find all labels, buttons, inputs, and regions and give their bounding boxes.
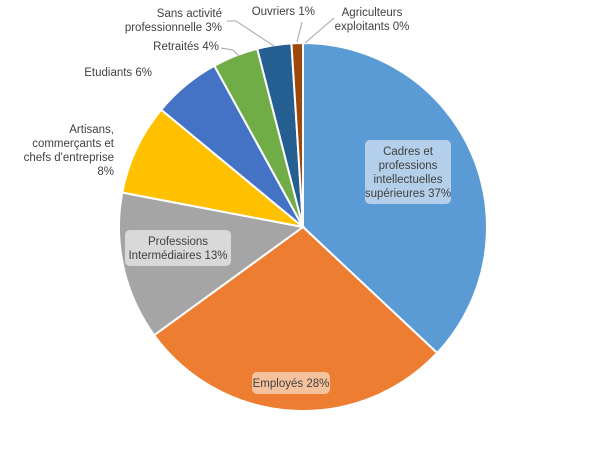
slice-label-line: professionnelle 3% <box>125 22 222 34</box>
pie-slices <box>118 41 488 412</box>
leader-line-sans-activite <box>227 20 275 47</box>
slice-label-line: Retraités 4% <box>153 41 219 53</box>
slice-label-ouvriers-1: Ouvriers 1% <box>252 6 315 18</box>
slice-label-retraites-4: Retraités 4% <box>153 41 219 53</box>
slice-label-line: 8% <box>97 166 114 178</box>
leader-line-ouvriers-1 <box>296 21 303 43</box>
slice-label-line: Professions <box>148 236 208 248</box>
slice-label-line: exploitants 0% <box>335 21 410 33</box>
leader-lines <box>220 17 335 57</box>
slice-label-line: Sans activité <box>157 8 222 20</box>
label-box-employes-28 <box>252 372 330 394</box>
slice-label-line: intellectuelles <box>373 174 442 186</box>
slice-label-line: Cadres et <box>383 146 434 158</box>
slice-label-artisans: Artisans, commerçants et chefs d'entrepris… <box>24 124 115 178</box>
slice-label-line: supérieures 37% <box>365 188 451 200</box>
slice-label-line: Etudiants 6% <box>84 67 152 79</box>
slice-label-sans-activite: Sans activité professionnelle 3% <box>125 8 222 34</box>
leader-line-agriculteurs <box>304 17 335 44</box>
slice-label-line: Agriculteurs <box>342 7 403 19</box>
label-box-professions <box>125 230 231 266</box>
slice-label-etudiants-6: Etudiants 6% <box>84 67 152 79</box>
slice-label-line: chefs d'entreprise <box>24 152 114 164</box>
slice-label-line: Intermédiaires 13% <box>128 250 227 262</box>
slice-label-employes-28: Employés 28% <box>253 378 330 390</box>
slice-label-line: Ouvriers 1% <box>252 6 315 18</box>
pie-slice-ouvriers-1 <box>290 41 304 228</box>
pie-slice-artisans <box>121 108 304 228</box>
slice-label-professions: Professions Intermédiaires 13% <box>128 236 227 262</box>
slice-labels: Cadres et professions intellectuelles supér… <box>24 6 451 394</box>
slice-label-line: Employés 28% <box>253 378 330 390</box>
label-box-cadres-et <box>365 140 451 204</box>
slice-label-cadres-et: Cadres et professions intellectuelles supér… <box>365 146 451 200</box>
slice-label-line: Artisans, <box>69 124 114 136</box>
slice-label-agriculteurs: Agriculteurs exploitants 0% <box>335 7 410 33</box>
slice-label-line: professions <box>379 160 438 172</box>
leader-line-retraites-4 <box>220 47 240 57</box>
slice-label-line: commerçants et <box>32 138 115 150</box>
pie-slice-employes-28 <box>152 225 439 412</box>
